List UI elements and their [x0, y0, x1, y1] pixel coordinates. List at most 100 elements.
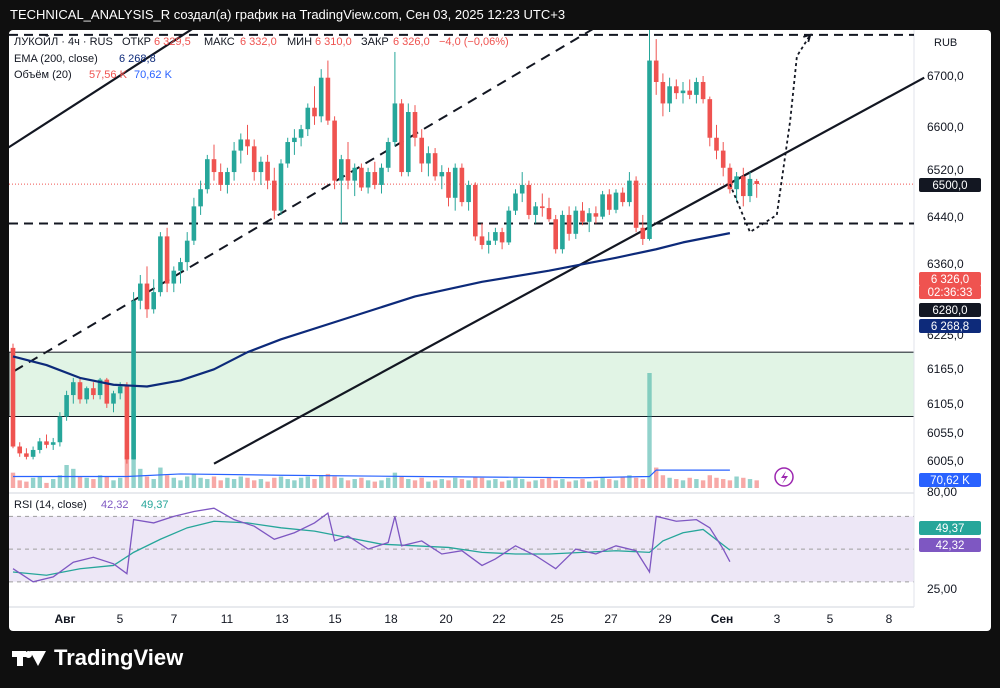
candle-body — [379, 167, 384, 185]
volume-bar — [265, 481, 270, 488]
volume-bar — [292, 480, 297, 488]
volume-bar — [540, 479, 545, 488]
time-tick-label: 7 — [171, 612, 178, 626]
price-badge — [919, 473, 981, 487]
upper-channel-line[interactable] — [9, 30, 549, 153]
volume-bar — [10, 472, 16, 488]
legend-rsi-ma-value: 49,37 — [141, 499, 169, 511]
candle-body — [506, 210, 512, 243]
volume-bar — [24, 481, 29, 488]
volume-bar — [459, 479, 465, 488]
volume-bar — [714, 477, 719, 488]
volume-bar — [747, 479, 753, 488]
price-badge-label: 6280,0 — [932, 305, 967, 317]
header-bar: TECHNICAL_ANALYSIS_R создал(а) график на… — [0, 0, 1000, 30]
volume-bar — [734, 476, 739, 488]
volume-bar — [526, 481, 532, 488]
time-tick-label: 11 — [221, 612, 234, 626]
lower-channel-line[interactable] — [213, 76, 925, 465]
volume-bar — [278, 476, 284, 488]
candle-body — [50, 442, 56, 445]
candle-body — [446, 172, 451, 198]
candle-body — [560, 214, 565, 250]
time-tick-label: 13 — [275, 612, 289, 626]
volume-bar — [57, 475, 63, 488]
time-tick-label: 3 — [774, 612, 781, 626]
volume-bar — [325, 473, 331, 488]
volume-bar — [607, 479, 612, 488]
volume-bar — [560, 479, 565, 488]
chart-canvas[interactable]: 6700,06600,06520,06440,06360,06225,06165… — [9, 30, 991, 631]
candle-body — [292, 137, 297, 143]
candle-body — [452, 167, 458, 198]
ema-line — [12, 232, 731, 388]
projection-path[interactable] — [729, 34, 812, 234]
volume-bar — [138, 468, 143, 488]
volume-bar — [245, 477, 250, 488]
volume-bar — [493, 479, 498, 488]
volume-bar — [613, 480, 619, 488]
volume-bar — [627, 475, 632, 488]
price-tick-label: 6360,0 — [927, 257, 964, 271]
candle-body — [211, 159, 217, 173]
candle-body — [674, 86, 679, 94]
legend-rsi-value: 42,32 — [101, 499, 129, 511]
price-badge — [919, 178, 981, 192]
volume-bar — [600, 477, 605, 488]
candle-body — [586, 213, 592, 222]
candle-body — [138, 283, 143, 301]
candle-body — [238, 139, 244, 151]
candle-body — [426, 153, 431, 164]
candle-body — [459, 167, 465, 203]
candle-body — [540, 206, 545, 209]
candle-body — [392, 103, 398, 143]
volume-bar — [185, 476, 190, 488]
candle-body — [607, 194, 612, 210]
time-tick-label: Авг — [54, 612, 75, 626]
candle-body — [359, 167, 364, 188]
volume-bar — [339, 477, 344, 488]
legend-volume-label: Объём (20) — [14, 69, 72, 81]
candle-body — [17, 446, 22, 454]
price-tick-label: 6165,0 — [927, 362, 964, 376]
volume-bar — [225, 477, 230, 488]
volume-bar — [727, 480, 733, 488]
volume-bar — [406, 479, 411, 488]
candle-body — [473, 184, 478, 237]
volume-bar — [97, 475, 103, 488]
candle-body — [466, 184, 471, 203]
volume-bar — [198, 477, 203, 488]
candle-body — [37, 441, 43, 450]
volume-bar — [372, 481, 377, 488]
price-badge-label: 02:36:33 — [928, 287, 973, 299]
chart-attribution: TECHNICAL_ANALYSIS_R создал(а) график на… — [10, 7, 566, 22]
candle-body — [272, 180, 277, 211]
candle-body — [151, 292, 156, 310]
time-tick-label: 29 — [658, 612, 672, 626]
candle-body — [754, 181, 759, 185]
candle-body — [566, 214, 572, 234]
volume-bar — [144, 476, 150, 488]
candle-body — [265, 161, 270, 181]
volume-bar — [566, 481, 572, 488]
candle-body — [164, 236, 170, 284]
volume-bar — [218, 480, 223, 488]
candle-body — [131, 300, 136, 460]
candle-body — [345, 159, 351, 181]
candle-body — [97, 379, 103, 396]
candle-body — [687, 90, 692, 95]
candle-body — [620, 192, 625, 203]
time-tick-label: 20 — [439, 612, 453, 626]
candle-body — [178, 262, 183, 271]
legend-low-value: 6 310,0 — [315, 36, 352, 48]
volume-alert-icon[interactable] — [774, 467, 794, 487]
candle-body — [64, 395, 69, 417]
candle-body — [580, 210, 585, 222]
volume-bar — [319, 475, 324, 488]
chart-panel[interactable]: 6700,0 6600,0 6520,0 6440,0 6360,0 6225,0 6165… — [9, 30, 991, 631]
candle-body — [533, 206, 538, 215]
price-badge — [919, 272, 981, 286]
volume-bar — [399, 476, 404, 488]
volume-bar — [700, 480, 706, 488]
price-badge-label: 70,62 K — [930, 475, 970, 487]
